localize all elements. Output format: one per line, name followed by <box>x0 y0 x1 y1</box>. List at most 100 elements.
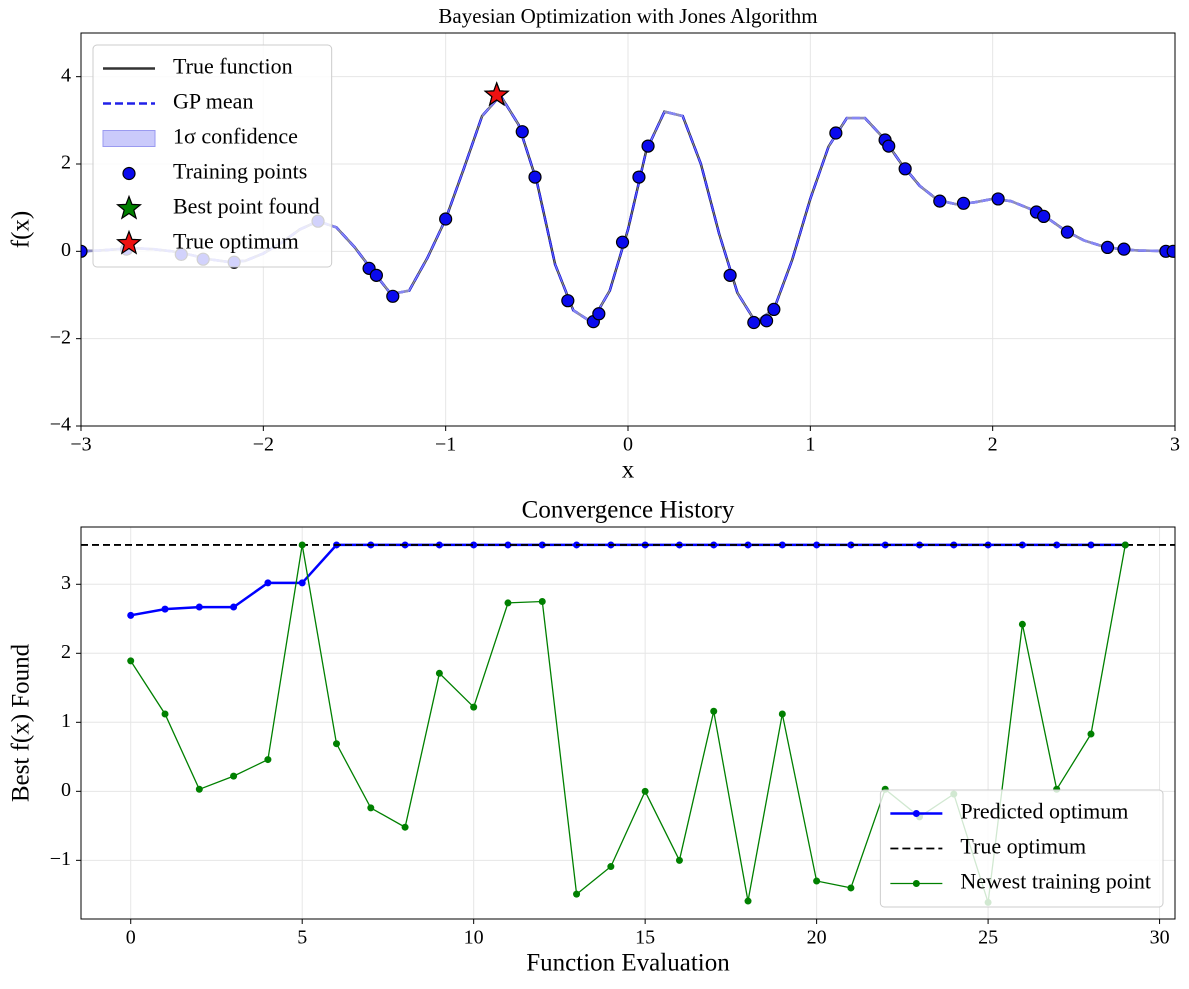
training-point <box>1100 240 1115 255</box>
y-tick-label: 3 <box>61 572 71 594</box>
series-marker <box>127 657 135 665</box>
y-tick-label: 2 <box>61 641 71 663</box>
x-tick-label: 10 <box>464 927 484 949</box>
training-point <box>386 289 400 303</box>
series-marker <box>675 856 683 864</box>
series-marker <box>367 804 375 812</box>
series-marker <box>195 785 203 793</box>
x-tick-label: −2 <box>253 434 274 456</box>
training-point <box>1037 209 1051 223</box>
legend-box <box>92 44 333 268</box>
series-marker <box>298 541 306 549</box>
series-marker <box>504 541 512 549</box>
x-tick-label: 2 <box>988 434 998 456</box>
series-marker <box>641 787 649 795</box>
training-point <box>592 307 606 321</box>
series-marker <box>1053 541 1061 549</box>
y-tick-label: −1 <box>50 848 71 870</box>
series-marker <box>332 740 340 748</box>
x-axis-label: Function Evaluation <box>526 950 730 977</box>
series-marker <box>230 603 238 611</box>
x-tick-label: 30 <box>1150 927 1170 949</box>
training-point <box>81 244 88 258</box>
series-marker <box>161 605 169 613</box>
legend-handle <box>122 166 136 181</box>
training-point <box>933 194 947 208</box>
training-point <box>991 192 1005 206</box>
legend-label: Predicted optimum <box>960 799 1128 824</box>
plot-frame <box>80 526 1176 920</box>
x-tick-label: 3 <box>1170 434 1180 456</box>
series-marker <box>607 863 615 871</box>
subplot: −3 −2 −1 0 1 2 3 −4 −2 0 2 4 Bayesian Optimization w… <box>8 4 1180 484</box>
plot-frame <box>80 32 1176 427</box>
legend-label: True optimum <box>173 229 299 254</box>
series-marker <box>538 598 546 606</box>
legend-label: True function <box>173 54 293 79</box>
training-point <box>882 139 896 153</box>
legend-label: Training points <box>173 159 307 184</box>
series-marker <box>161 710 169 718</box>
y-tick-label: −4 <box>50 414 71 436</box>
legend-handle <box>912 810 920 817</box>
series-marker <box>230 772 238 780</box>
x-tick-label: 5 <box>297 927 307 949</box>
series-marker <box>744 541 752 549</box>
y-tick-label: −2 <box>50 326 71 348</box>
x-tick-label: 20 <box>807 927 827 949</box>
legend-box <box>879 789 1164 908</box>
y-tick-label: 0 <box>61 779 71 801</box>
x-tick-label: −3 <box>70 434 91 456</box>
series-marker <box>778 710 786 718</box>
training-point <box>369 268 383 282</box>
y-tick-label: 2 <box>61 152 71 174</box>
training-point <box>439 212 453 226</box>
series-marker <box>127 611 135 619</box>
series-marker <box>1087 730 1095 738</box>
x-tick-label: −1 <box>435 434 456 456</box>
legend-label: GP mean <box>173 89 253 114</box>
training-point <box>1166 244 1175 258</box>
x-tick-label: 1 <box>805 434 815 456</box>
chart-title: Bayesian Optimization with Jones Algorit… <box>438 4 817 28</box>
legend: True function GP mean 1σ confidence Trainin… <box>92 44 333 268</box>
training-point <box>515 125 529 139</box>
star-marker <box>483 81 510 107</box>
training-point <box>1060 225 1075 239</box>
x-tick-label: 0 <box>126 927 136 949</box>
series-marker <box>813 541 821 549</box>
training-point <box>561 294 575 308</box>
chart-title: Convergence History <box>522 497 735 524</box>
series-marker <box>504 599 512 607</box>
legend-label: Newest training point <box>960 869 1151 894</box>
y-tick-label: 4 <box>61 64 71 86</box>
series-marker <box>573 890 581 898</box>
y-tick-label: 1 <box>61 710 71 732</box>
y-tick-label: 0 <box>61 239 71 261</box>
legend-handle <box>912 880 920 887</box>
training-point <box>615 235 630 249</box>
training-point <box>767 302 781 317</box>
subplot: 0 5 10 15 20 25 30 −1 0 1 2 3 Convergence History Fun… <box>8 497 1176 977</box>
series-marker <box>813 877 821 885</box>
training-point <box>829 126 843 140</box>
series-marker <box>435 669 443 677</box>
x-tick-label: 0 <box>623 434 633 456</box>
series-marker <box>847 884 855 892</box>
legend-label: True optimum <box>960 834 1086 859</box>
x-axis-label: x <box>622 457 635 484</box>
series-marker <box>744 897 752 905</box>
series-marker <box>401 823 409 831</box>
x-tick-label: 25 <box>978 927 998 949</box>
legend-label: Best point found <box>173 194 320 219</box>
training-point <box>1117 242 1131 256</box>
series-marker <box>264 579 272 587</box>
training-point <box>632 170 646 184</box>
y-axis-label: Best f(x) Found <box>8 643 35 802</box>
series-marker <box>470 703 478 711</box>
series-marker <box>538 541 546 549</box>
training-point <box>641 139 655 153</box>
series-marker <box>778 541 786 549</box>
legend: Predicted optimum True optimum Newest trai… <box>879 789 1164 908</box>
